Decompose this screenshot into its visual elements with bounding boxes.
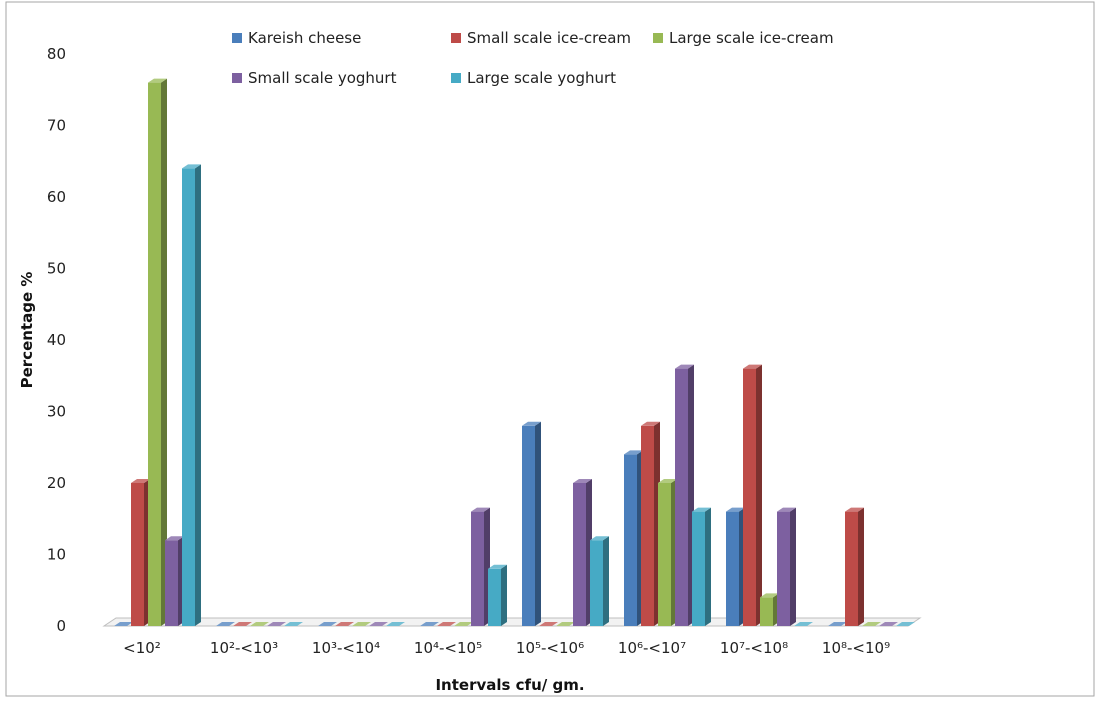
bar [148,78,167,627]
bar [743,364,762,626]
legend-label: Large scale yoghurt [467,69,616,87]
bar [692,507,711,626]
bar [896,622,915,626]
x-tick-label: <10² [123,639,161,657]
legend-item: Small scale yoghurt [232,69,397,87]
bar [369,622,388,626]
bar [488,564,507,626]
bar [165,536,184,626]
y-tick-label: 40 [47,331,66,349]
bar [573,479,592,626]
bar [233,622,252,626]
bar [386,622,405,626]
x-tick-label: 10⁸-<10⁹ [822,639,890,657]
legend-swatch [451,73,461,83]
bar [879,622,898,626]
bar [284,622,303,626]
x-tick-label: 10⁶-<10⁷ [618,639,686,657]
x-tick-label: 10⁵-<10⁶ [516,639,584,657]
bar [114,622,133,626]
y-axis-title: Percentage % [18,272,36,389]
legend-swatch [653,33,663,43]
bar [624,450,643,626]
bar [862,622,881,626]
y-axis: 0 10 20 30 40 50 60 70 80 [47,45,66,635]
y-tick-label: 80 [47,45,66,63]
legend-item: Large scale ice-cream [653,29,834,47]
bar [216,622,235,626]
legend-item: Large scale yoghurt [451,69,616,87]
x-tick-label: 10²-<10³ [210,639,278,657]
bar [131,479,150,626]
legend-item: Kareish cheese [232,29,361,47]
bars [114,78,915,627]
y-tick-label: 70 [47,117,66,135]
x-axis-title: Intervals cfu/ gm. [435,676,584,694]
bar [522,421,541,626]
legend-label: Kareish cheese [248,29,361,47]
bar [828,622,847,626]
bar [658,479,677,626]
bar [777,507,796,626]
bar [590,536,609,626]
y-tick-label: 20 [47,474,66,492]
bar [556,622,575,626]
bar [267,622,286,626]
bar [335,622,354,626]
legend-swatch [451,33,461,43]
x-tick-label: 10⁷-<10⁸ [720,639,788,657]
bar [437,622,456,626]
bar [318,622,337,626]
y-tick-label: 60 [47,188,66,206]
legend-item: Small scale ice-cream [451,29,631,47]
bar [182,164,201,626]
bar [250,622,269,626]
bar [760,593,779,626]
y-tick-label: 30 [47,403,66,421]
legend-label: Small scale yoghurt [248,69,397,87]
y-tick-label: 0 [56,617,66,635]
bar [420,622,439,626]
chart-floor [102,617,922,627]
legend-swatch [232,73,242,83]
legend-label: Small scale ice-cream [467,29,631,47]
chart-floor-plane [102,617,922,627]
bar [675,364,694,626]
bar [794,622,813,626]
legend-swatch [232,33,242,43]
legend-label: Large scale ice-cream [669,29,834,47]
bar [641,421,660,626]
bar [845,507,864,626]
bar [352,622,371,626]
bar [726,507,745,626]
bar [539,622,558,626]
x-axis: <10² 10²-<10³ 10³-<10⁴ 10⁴-<10⁵ 10⁵-<10⁶ 10⁶-… [123,639,890,657]
x-tick-label: 10³-<10⁴ [312,639,380,657]
legend: Kareish cheese Small scale ice-cream Large… [232,29,834,87]
x-tick-label: 10⁴-<10⁵ [414,639,482,657]
bar [471,507,490,626]
bar [454,622,473,626]
y-tick-label: 50 [47,260,66,278]
y-tick-label: 10 [47,546,66,564]
